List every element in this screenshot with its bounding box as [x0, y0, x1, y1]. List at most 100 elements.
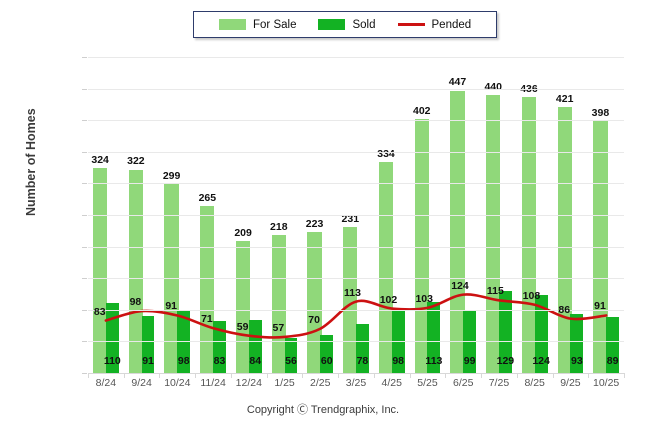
line-value-label-pended: 91 [165, 300, 178, 313]
line-value-label-pended: 113 [344, 286, 361, 299]
x-tick-mark [338, 373, 340, 378]
bar-sold[interactable] [427, 301, 441, 373]
line-value-label-pended: 91 [594, 300, 606, 313]
x-tick-mark [552, 373, 554, 378]
x-tick-mark [373, 373, 375, 378]
line-value-label-pended: 98 [129, 296, 142, 309]
bar-for-sale[interactable] [557, 106, 572, 373]
x-tick-mark [445, 373, 447, 378]
bar-sold[interactable] [320, 335, 334, 373]
legend-item-pended[interactable]: Pended [397, 19, 471, 31]
x-tick-label: 8/25 [524, 377, 545, 389]
x-tick-mark [159, 373, 161, 378]
chart-legend: For Sale Sold Pended [193, 11, 498, 38]
line-value-label-pended: 102 [379, 293, 398, 306]
y-gridline [88, 120, 624, 122]
line-value-label-pended: 70 [308, 313, 320, 326]
bar-sold[interactable] [141, 315, 155, 373]
y-tick-mark [82, 246, 87, 248]
bar-sold[interactable] [570, 314, 584, 373]
bar-value-label-for-sale: 322 [127, 155, 145, 168]
y-gridline [88, 88, 624, 90]
x-tick-label: 9/24 [131, 377, 152, 389]
x-tick-label: 5/25 [417, 377, 438, 389]
x-tick-label: 7/25 [488, 377, 510, 389]
x-tick-label: 10/24 [164, 377, 191, 389]
bar-group: 447 99 [445, 57, 481, 373]
bar-for-sale[interactable] [235, 240, 251, 373]
bar-value-label-sold: 99 [463, 355, 476, 367]
bar-sold[interactable] [534, 294, 548, 373]
x-tick-mark [409, 373, 411, 378]
y-gridline [88, 57, 624, 58]
bar-sold[interactable] [356, 323, 369, 373]
y-tick-mark [82, 215, 87, 216]
bar-value-label-sold: 124 [532, 355, 550, 367]
x-tick-label: 10/25 [593, 377, 620, 389]
bar-value-label-for-sale: 218 [270, 221, 288, 234]
y-axis-title: Number of Homes [24, 108, 38, 216]
bar-value-label-sold: 98 [177, 355, 190, 367]
x-tick-mark [195, 373, 197, 378]
y-tick-mark [82, 120, 87, 122]
bar-value-label-for-sale: 440 [484, 80, 502, 93]
bar-for-sale[interactable] [486, 94, 501, 373]
y-gridline [88, 278, 624, 280]
x-tick-label: 9/25 [560, 377, 581, 389]
legend-item-sold[interactable]: Sold [318, 19, 376, 31]
line-value-label-pended: 86 [558, 303, 571, 316]
y-gridline [88, 246, 624, 248]
x-tick-label: 3/25 [345, 377, 367, 389]
bar-value-label-for-sale: 447 [448, 76, 467, 89]
line-value-label-pended: 108 [522, 289, 541, 302]
y-tick-mark [82, 309, 87, 311]
bar-value-label-sold: 83 [213, 355, 226, 367]
bar-group: 231 78 [338, 57, 374, 373]
y-tick-mark [82, 373, 87, 374]
bar-value-label-sold: 60 [320, 355, 333, 367]
bar-sold[interactable] [248, 319, 262, 373]
plot-area: 324 110 322 91 299 98 265 83 209 84 218 56 223 60 231 7… [82, 57, 624, 374]
x-tick-mark [624, 373, 625, 378]
x-tick-mark [88, 373, 89, 378]
bar-value-label-for-sale: 398 [591, 107, 610, 120]
bar-value-label-sold: 113 [425, 355, 443, 367]
bar-for-sale[interactable] [378, 161, 394, 373]
y-tick-mark [82, 151, 87, 153]
square-swatch-icon [318, 19, 346, 30]
line-value-label-pended: 59 [236, 320, 249, 333]
y-gridline [88, 215, 624, 216]
bar-for-sale[interactable] [450, 90, 465, 373]
x-tick-label: 6/25 [452, 377, 474, 389]
y-tick-mark [82, 278, 87, 280]
bar-for-sale[interactable] [93, 168, 108, 373]
bar-sold[interactable] [606, 316, 619, 373]
line-value-label-pended: 115 [486, 285, 504, 298]
y-tick-mark [82, 341, 87, 343]
bar-value-label-sold: 110 [103, 355, 121, 367]
legend-item-for-sale[interactable]: For Sale [219, 19, 296, 31]
bar-for-sale[interactable] [343, 227, 358, 373]
bar-group: 440 129 [481, 57, 517, 373]
x-tick-label: 8/24 [95, 377, 117, 389]
y-gridline [88, 183, 624, 185]
bar-sold[interactable] [498, 291, 512, 373]
x-tick-mark [588, 373, 590, 378]
bar-for-sale[interactable] [307, 232, 322, 373]
bar-group: 223 60 [302, 57, 338, 373]
line-value-label-pended: 103 [415, 292, 433, 305]
bar-value-label-for-sale: 209 [234, 226, 252, 239]
bar-value-label-sold: 78 [356, 355, 369, 367]
line-value-label-pended: 83 [93, 305, 106, 318]
x-tick-label: 12/24 [235, 377, 262, 389]
bar-value-label-for-sale: 265 [198, 191, 217, 204]
bar-value-label-for-sale: 421 [555, 92, 574, 105]
x-tick-mark [230, 373, 232, 378]
bar-value-label-for-sale: 299 [162, 170, 181, 183]
bar-value-label-sold: 98 [392, 355, 405, 367]
bar-sold[interactable] [213, 320, 226, 373]
bar-sold[interactable] [284, 337, 298, 373]
bar-value-label-sold: 84 [249, 355, 262, 367]
bar-for-sale[interactable] [128, 169, 144, 373]
